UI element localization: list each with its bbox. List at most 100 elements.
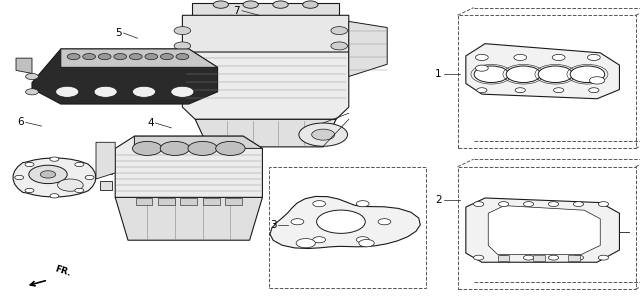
Circle shape: [515, 88, 525, 93]
Polygon shape: [100, 165, 112, 174]
Circle shape: [313, 237, 326, 243]
Circle shape: [29, 165, 67, 184]
Polygon shape: [466, 44, 620, 99]
Bar: [158, 198, 175, 205]
Bar: [458, 167, 636, 289]
Polygon shape: [96, 142, 115, 179]
Bar: [180, 198, 197, 205]
Circle shape: [331, 27, 348, 35]
Polygon shape: [182, 15, 349, 58]
Circle shape: [75, 162, 84, 167]
Circle shape: [359, 240, 374, 247]
Bar: [533, 255, 545, 261]
Circle shape: [273, 1, 288, 8]
Text: 4: 4: [147, 118, 154, 128]
Circle shape: [506, 66, 541, 83]
Circle shape: [132, 86, 156, 97]
Text: 7: 7: [234, 6, 240, 16]
Circle shape: [554, 88, 564, 93]
Circle shape: [296, 239, 316, 248]
Circle shape: [145, 54, 157, 60]
Text: 2: 2: [435, 196, 442, 205]
Circle shape: [499, 202, 509, 207]
Circle shape: [313, 201, 326, 207]
Circle shape: [303, 1, 318, 8]
Circle shape: [514, 54, 527, 61]
Circle shape: [75, 188, 84, 192]
Circle shape: [174, 27, 191, 35]
Bar: [136, 198, 152, 205]
Polygon shape: [192, 3, 339, 18]
Circle shape: [132, 141, 162, 155]
Circle shape: [548, 255, 559, 260]
Polygon shape: [32, 49, 218, 104]
Circle shape: [598, 255, 609, 260]
Bar: [568, 255, 580, 261]
Circle shape: [331, 42, 348, 50]
Circle shape: [588, 54, 600, 61]
Polygon shape: [466, 198, 620, 262]
Polygon shape: [182, 52, 349, 119]
Polygon shape: [13, 158, 96, 197]
Text: 5: 5: [115, 28, 122, 38]
Circle shape: [538, 66, 573, 83]
Circle shape: [474, 255, 484, 260]
Circle shape: [476, 54, 488, 61]
Circle shape: [378, 219, 391, 225]
Circle shape: [160, 141, 189, 155]
Circle shape: [477, 88, 487, 93]
Circle shape: [570, 66, 605, 83]
Polygon shape: [115, 136, 262, 210]
Circle shape: [548, 202, 559, 207]
Polygon shape: [144, 52, 182, 89]
Circle shape: [573, 255, 584, 260]
Circle shape: [317, 210, 365, 233]
Polygon shape: [195, 119, 336, 147]
Circle shape: [524, 255, 534, 260]
Circle shape: [589, 77, 605, 84]
Circle shape: [50, 194, 59, 198]
Circle shape: [174, 42, 191, 50]
Circle shape: [94, 86, 117, 97]
Circle shape: [216, 141, 245, 155]
Polygon shape: [270, 196, 420, 248]
Text: 1: 1: [435, 69, 442, 79]
Circle shape: [524, 202, 534, 207]
Text: FR.: FR.: [53, 264, 72, 278]
Circle shape: [476, 65, 488, 71]
Circle shape: [161, 54, 173, 60]
Bar: [458, 15, 636, 148]
Polygon shape: [115, 197, 262, 240]
Circle shape: [67, 54, 80, 60]
Circle shape: [83, 54, 95, 60]
Circle shape: [356, 201, 369, 207]
Circle shape: [356, 237, 369, 243]
Circle shape: [499, 255, 509, 260]
Polygon shape: [349, 21, 387, 76]
Polygon shape: [134, 136, 262, 148]
Circle shape: [99, 54, 111, 60]
Circle shape: [58, 179, 83, 191]
Circle shape: [56, 86, 79, 97]
Bar: [225, 198, 242, 205]
Circle shape: [26, 73, 38, 80]
Circle shape: [50, 157, 59, 161]
Circle shape: [129, 54, 142, 60]
Circle shape: [25, 162, 34, 167]
Circle shape: [312, 129, 335, 140]
Circle shape: [176, 54, 189, 60]
Text: 6: 6: [18, 118, 24, 127]
Circle shape: [15, 175, 24, 180]
Circle shape: [243, 1, 259, 8]
Polygon shape: [488, 206, 600, 255]
Circle shape: [26, 89, 38, 95]
Bar: [498, 255, 509, 261]
Circle shape: [85, 175, 94, 180]
Circle shape: [589, 88, 599, 93]
Text: 3: 3: [270, 220, 276, 230]
Circle shape: [598, 202, 609, 207]
Circle shape: [171, 86, 194, 97]
Circle shape: [114, 54, 127, 60]
Bar: [269, 167, 426, 288]
Circle shape: [213, 1, 228, 8]
